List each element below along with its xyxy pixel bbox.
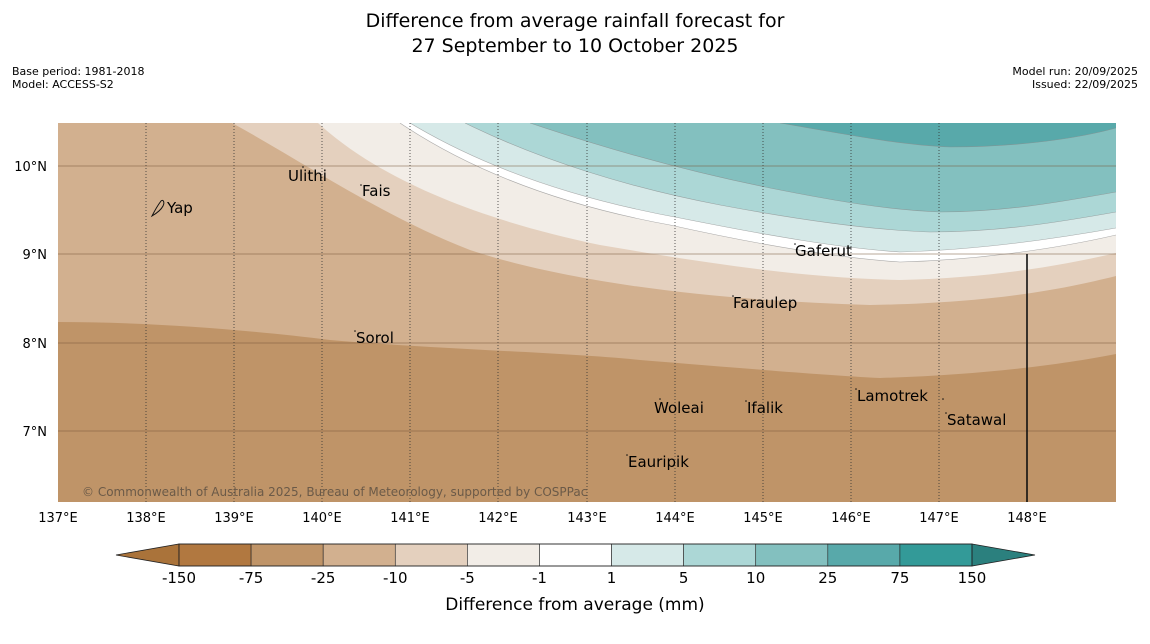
lon-tick: 146°E [831, 511, 871, 526]
meta-right: Model run: 20/09/2025 Issued: 22/09/2025 [1012, 65, 1138, 91]
lon-tick: 137°E [38, 511, 78, 526]
colorbar: -150 -75 -25 -10 -5 -1 1 5 10 25 75 150 Difference … [115, 543, 1036, 615]
colorbar-cell [611, 543, 684, 567]
colorbar-cell [178, 543, 252, 567]
meta-left: Base period: 1981-2018 Model: ACCESS-S2 [12, 65, 144, 91]
lon-tick: 141°E [390, 511, 430, 526]
chart-title-line-1: Difference from average rainfall forecas… [365, 10, 785, 32]
place-lamotrek: Lamotrek [857, 387, 928, 405]
lon-tick: 140°E [302, 511, 342, 526]
lon-tick: 145°E [743, 511, 783, 526]
lon-tick: 148°E [1007, 511, 1047, 526]
lat-tick: 9°N [23, 248, 48, 263]
place-woleai: Woleai [654, 399, 704, 417]
colorbar-cell [827, 543, 901, 567]
lat-tick: 8°N [23, 337, 48, 352]
colorbar-title: Difference from average (mm) [445, 595, 704, 615]
model-run-text: Model run: 20/09/2025 [1012, 65, 1138, 78]
place-sorol: Sorol [356, 329, 394, 347]
colorbar-cell [394, 543, 468, 567]
lat-axis: 10°N 9°N 8°N 7°N [14, 160, 47, 440]
colorbar-tick-label: 1 [607, 569, 617, 587]
colorbar-cell [755, 543, 829, 567]
colorbar-tick-label: -10 [383, 569, 408, 587]
colorbar-tick-label: -1 [532, 569, 547, 587]
colorbar-cell [250, 543, 324, 567]
place-fais: Fais [362, 182, 391, 200]
colorbar-tick-label: 5 [679, 569, 689, 587]
copyright-text: © Commonwealth of Australia 2025, Bureau… [82, 485, 587, 499]
lon-tick: 144°E [655, 511, 695, 526]
place-yap: Yap [166, 199, 193, 217]
lon-tick: 147°E [919, 511, 959, 526]
model-text: Model: ACCESS-S2 [12, 78, 114, 91]
place-faraulep: Faraulep [733, 294, 797, 312]
colorbar-tick-label: -5 [460, 569, 475, 587]
colorbar-tick-label: -150 [162, 569, 196, 587]
colorbar-tick-label: 150 [958, 569, 987, 587]
atoll-dots [302, 166, 947, 456]
colorbar-tick-label: 25 [818, 569, 837, 587]
colorbar-cell [683, 543, 757, 567]
colorbar-extend-high [971, 543, 1036, 567]
colorbar-tick-label: -75 [239, 569, 264, 587]
place-gaferut: Gaferut [795, 242, 852, 260]
colorbar-tick-label: -25 [311, 569, 336, 587]
colorbar-cell [467, 543, 540, 567]
colorbar-tick-label: 10 [746, 569, 765, 587]
lon-tick: 139°E [214, 511, 254, 526]
band-25-75 [780, 123, 1116, 147]
lon-tick: 143°E [567, 511, 607, 526]
colorbar-cell [539, 543, 612, 567]
place-eauripik: Eauripik [628, 453, 689, 471]
place-satawal: Satawal [947, 411, 1006, 429]
base-period-text: Base period: 1981-2018 [12, 65, 145, 78]
place-ifalik: Ifalik [747, 399, 783, 417]
colorbar-tick-label: 75 [890, 569, 909, 587]
colorbar-cell [322, 543, 396, 567]
place-ulithi: Ulithi [288, 167, 327, 185]
meridian-lines [145, 123, 940, 502]
lon-tick: 138°E [126, 511, 166, 526]
lon-tick: 142°E [478, 511, 518, 526]
lat-tick: 7°N [23, 425, 48, 440]
chart-title-line-2: 27 September to 10 October 2025 [411, 35, 739, 57]
rainfall-contours: Yap Ulithi Fais Gaferut Faraulep Sorol L… [58, 123, 1116, 502]
colorbar-cell [899, 543, 973, 567]
lat-tick: 10°N [14, 160, 47, 175]
parallel-lines [58, 165, 1116, 432]
issued-text: Issued: 22/09/2025 [1031, 78, 1138, 91]
lon-axis: 137°E 138°E 139°E 140°E 141°E 142°E 143°… [38, 511, 1047, 526]
yap-island [150, 199, 165, 218]
colorbar-extend-low [115, 543, 180, 567]
